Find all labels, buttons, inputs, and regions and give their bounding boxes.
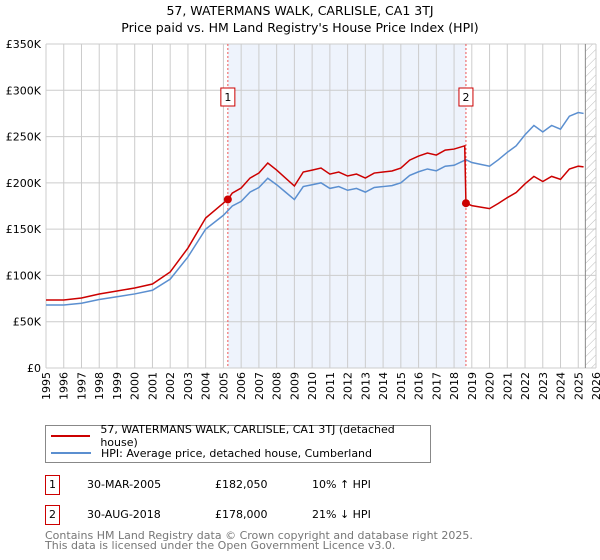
x-tick-label: 2008: [271, 372, 284, 400]
x-tick-label: 2005: [217, 372, 230, 400]
x-tick-label: 1998: [93, 372, 106, 400]
sale-hpi-diff: 21% ↓ HPI: [312, 508, 371, 521]
x-tick-label: 2025: [572, 372, 585, 400]
x-tick-label: 2009: [288, 372, 301, 400]
plot-area: 1995 1996 1997 1998 1999 2000 2001 2002 2003 2004…: [6, 38, 600, 400]
legend-label: HPI: Average price, detached house, Cumb…: [101, 446, 373, 460]
sale-price: £182,050: [215, 478, 268, 491]
x-tick-label: 1997: [75, 372, 88, 400]
sale-marker-box: 1: [45, 475, 60, 495]
x-tick-label: 2026: [590, 372, 600, 400]
legend-swatch-blue: [51, 452, 91, 454]
x-tick-label: 2017: [430, 372, 443, 400]
sale-marker-box: 2: [45, 505, 60, 525]
sale-period-shading: [227, 44, 466, 368]
sale-date: 30-MAR-2005: [87, 478, 162, 491]
sale-hpi-diff: 10% ↑ HPI: [312, 478, 371, 491]
x-tick-label: 1996: [58, 372, 71, 400]
sale-label: 1: [224, 91, 231, 104]
footer: Contains HM Land Registry data © Crown c…: [45, 529, 473, 552]
x-tick-label: 2021: [501, 372, 514, 400]
footer-line-1: Contains HM Land Registry data © Crown c…: [45, 529, 473, 542]
x-tick-label: 2024: [555, 372, 568, 400]
sale-label-box: [458, 87, 474, 107]
x-tick-label: 2001: [146, 372, 159, 400]
property-price-line: [46, 144, 584, 301]
x-tick-label: 2018: [448, 372, 461, 400]
x-tick-label: 1999: [111, 372, 124, 400]
sale-point: [461, 199, 470, 208]
x-tick-label: 2020: [484, 372, 497, 400]
x-tick-label: 2016: [413, 372, 426, 400]
y-tick-label: £150K: [6, 223, 42, 236]
sale-label-box: [220, 87, 236, 107]
sale-price: £178,000: [215, 508, 268, 521]
forecast-hatch: [585, 44, 596, 368]
x-tick-label: 2014: [377, 372, 390, 400]
x-tick-label: 2002: [164, 372, 177, 400]
legend: 57, WATERMANS WALK, CARLISLE, CA1 3TJ (d…: [45, 423, 431, 463]
y-tick-label: £100K: [6, 269, 42, 282]
y-tick-label: £300K: [6, 84, 42, 97]
chart-title: 57, WATERMANS WALK, CARLISLE, CA1 3TJ: [166, 3, 434, 18]
legend-swatch-red: [51, 435, 91, 437]
x-tick-label: 2015: [395, 372, 408, 400]
legend-label: 57, WATERMANS WALK, CARLISLE, CA1 3TJ (d…: [100, 423, 395, 449]
x-tick-label: 2012: [342, 372, 355, 400]
hpi-line: [46, 111, 584, 306]
y-tick-label: £200K: [6, 177, 42, 190]
x-tick-label: 2019: [466, 372, 479, 400]
x-tick-label: 2011: [324, 372, 337, 400]
x-tick-label: 2004: [200, 372, 213, 400]
x-tick-label: 1995: [40, 372, 53, 400]
x-tick-label: 2003: [182, 372, 195, 400]
x-tick-label: 2022: [519, 372, 532, 400]
sale-point: [223, 195, 232, 204]
chart-subtitle: Price paid vs. HM Land Registry's House …: [121, 20, 479, 35]
y-tick-label: £250K: [6, 131, 42, 144]
x-tick-label: 2023: [537, 372, 550, 400]
sale-label: 2: [462, 91, 469, 104]
footer-line-2: This data is licensed under the Open Gov…: [45, 539, 396, 552]
x-tick-label: 2000: [129, 372, 142, 400]
x-tick-label: 2010: [306, 372, 319, 400]
y-tick-label: £350K: [6, 38, 42, 51]
y-tick-label: £0: [27, 362, 41, 375]
x-tick-label: 2007: [253, 372, 266, 400]
sale-date: 30-AUG-2018: [87, 508, 161, 521]
x-tick-label: 2013: [359, 372, 372, 400]
legend-item-hpi: HPI: Average price, detached house, Cumb…: [51, 445, 372, 461]
x-tick-label: 2006: [235, 372, 248, 400]
y-tick-label: £50K: [13, 316, 42, 329]
legend-item-property: 57, WATERMANS WALK, CARLISLE, CA1 3TJ (d…: [51, 423, 430, 449]
